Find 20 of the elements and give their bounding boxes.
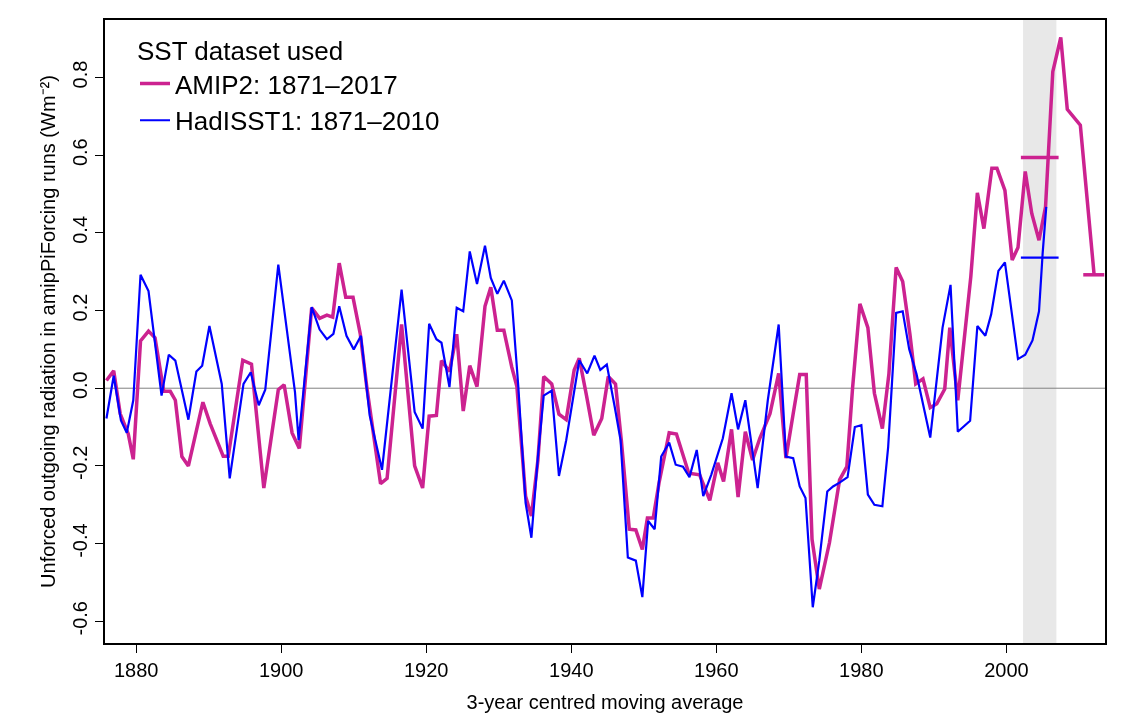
x-tick-label: 1940 (549, 658, 594, 681)
legend-label: AMIP2: 1871–2017 (175, 69, 398, 100)
y-tick-label: 0.4 (69, 215, 92, 244)
x-tick-label: 2000 (984, 658, 1029, 681)
x-tick-label: 1980 (839, 658, 884, 681)
x-tick-label: 1960 (694, 658, 739, 681)
y-tick-label: 0.0 (69, 371, 92, 400)
x-tick-label: 1920 (404, 658, 449, 681)
y-axis-title: Unforced outgoing radiation in amipPiForcing runs (Wm⁻²) (37, 75, 60, 588)
x-axis-title: 3-year centred moving average (466, 690, 744, 713)
y-tick-label: 0.6 (69, 138, 92, 167)
y-tick-label: 0.8 (69, 60, 92, 89)
x-tick-label: 1880 (113, 658, 159, 681)
legend-title: SST dataset used (137, 36, 344, 67)
y-tick-label: -0.4 (69, 523, 92, 558)
legend-label: HadISST1: 1871–2010 (175, 106, 440, 137)
y-tick-label: -0.6 (69, 601, 92, 636)
y-tick-label: 0.2 (69, 293, 92, 322)
y-tick-label: -0.2 (69, 445, 92, 481)
x-tick-label: 1900 (258, 658, 304, 681)
